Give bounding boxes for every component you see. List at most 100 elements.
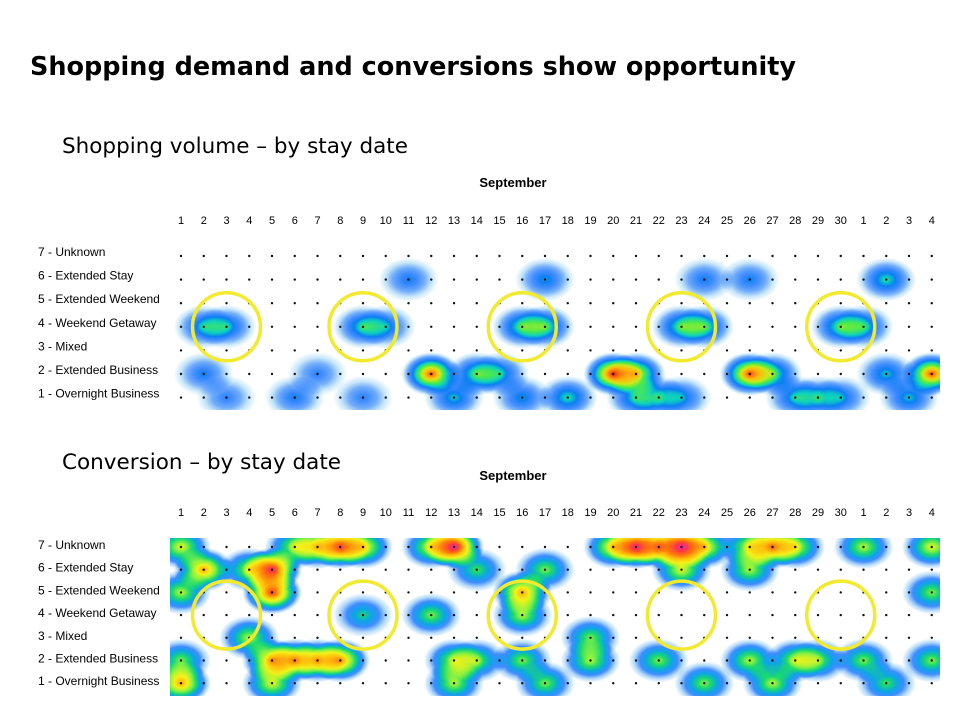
grid-dot [657,682,660,685]
grid-dot [862,659,865,662]
grid-dot [885,396,888,399]
grid-dot [543,254,547,258]
grid-dot [361,254,365,258]
month-label: September [479,175,546,190]
grid-dot [794,396,797,399]
x-tick-label: 9 [360,507,366,519]
grid-dot [248,254,251,258]
grid-dot [680,254,683,258]
heatmap-field [170,538,940,696]
grid-dot [612,591,615,594]
grid-dot [816,396,820,399]
grid-dot [316,302,319,305]
x-tick-label: 14 [471,215,483,227]
grid-dot [270,636,274,639]
grid-dot [839,613,842,617]
grid-dot [771,278,774,281]
grid-dot [748,545,751,549]
row-label: 4 - Weekend Getaway [38,316,157,330]
grid-dot [270,302,274,305]
highlight-circle [327,579,399,651]
grid-dot [452,636,456,639]
grid-dot [179,372,183,376]
grid-dot [725,325,729,328]
grid-dot [566,636,569,639]
x-tick-label: 30 [835,215,847,227]
grid-dot [634,396,638,399]
grid-dot [612,254,615,258]
grid-dot [907,372,911,376]
grid-dot [202,545,205,549]
grid-dot [634,372,638,376]
grid-dot [839,349,842,352]
highlight-circle [190,291,263,363]
grid-dot [316,659,319,662]
grid-dot [384,545,387,549]
grid-dot [930,349,933,352]
x-tick-label: 19 [584,507,596,519]
grid-dot [634,568,638,571]
grid-dot [725,636,729,639]
highlight-circle [805,291,877,363]
x-tick-label: 21 [630,507,642,519]
grid-dot [452,568,456,571]
grid-dot [339,682,342,685]
grid-dot [612,302,615,305]
grid-dot [498,372,501,376]
grid-dot [543,613,547,617]
heat-blob [196,375,257,410]
grid-dot [293,302,296,305]
x-tick-label: 2 [201,507,207,519]
grid-dot [771,325,774,328]
grid-dot [430,636,433,639]
grid-dot [680,278,683,281]
grid-dot [521,545,524,549]
highlight-circle [190,579,263,651]
heat-blob [765,538,826,569]
x-tick-label: 1 [178,215,184,227]
grid-dot [316,591,319,594]
grid-dot [384,396,387,399]
grid-dot [566,613,569,617]
grid-dot [748,591,751,594]
x-tick-label: 3 [223,507,229,519]
grid-dot [521,349,524,352]
grid-dot [930,659,933,662]
grid-dot [361,682,365,685]
heat-blob [170,661,211,696]
heat-blob [424,661,484,696]
grid-dot [430,659,433,662]
x-tick-label: 19 [584,215,596,227]
x-tick-label: 25 [721,215,733,227]
volume-subtitle: Shopping volume – by stay date [62,134,408,159]
grid-dot [657,278,660,281]
x-tick-label: 17 [539,215,551,227]
grid-dot [475,591,478,594]
grid-dot [339,372,342,376]
grid-dot [725,254,729,258]
grid-dot [293,591,296,594]
grid-dot [316,254,319,258]
grid-dot [225,254,228,258]
grid-dot [543,372,547,376]
grid-dot [316,372,319,376]
grid-dot [293,254,296,258]
grid-dot [907,636,911,639]
grid-dot [452,396,456,399]
grid-dot [293,545,296,549]
grid-dot [839,659,842,662]
slide-title: Shopping demand and conversions show opp… [30,52,797,82]
grid-dot [589,302,592,305]
grid-dot [885,591,888,594]
grid-dot [384,254,387,258]
grid-dot [862,682,865,685]
x-tick-label: 27 [766,507,778,519]
x-tick-label: 27 [766,215,778,227]
grid-dot [225,591,228,594]
heat-blob [901,538,940,569]
grid-dot [634,659,638,662]
grid-dot [521,591,524,594]
grid-dot [407,545,410,549]
grid-dot [634,613,638,617]
grid-dot [680,568,683,571]
